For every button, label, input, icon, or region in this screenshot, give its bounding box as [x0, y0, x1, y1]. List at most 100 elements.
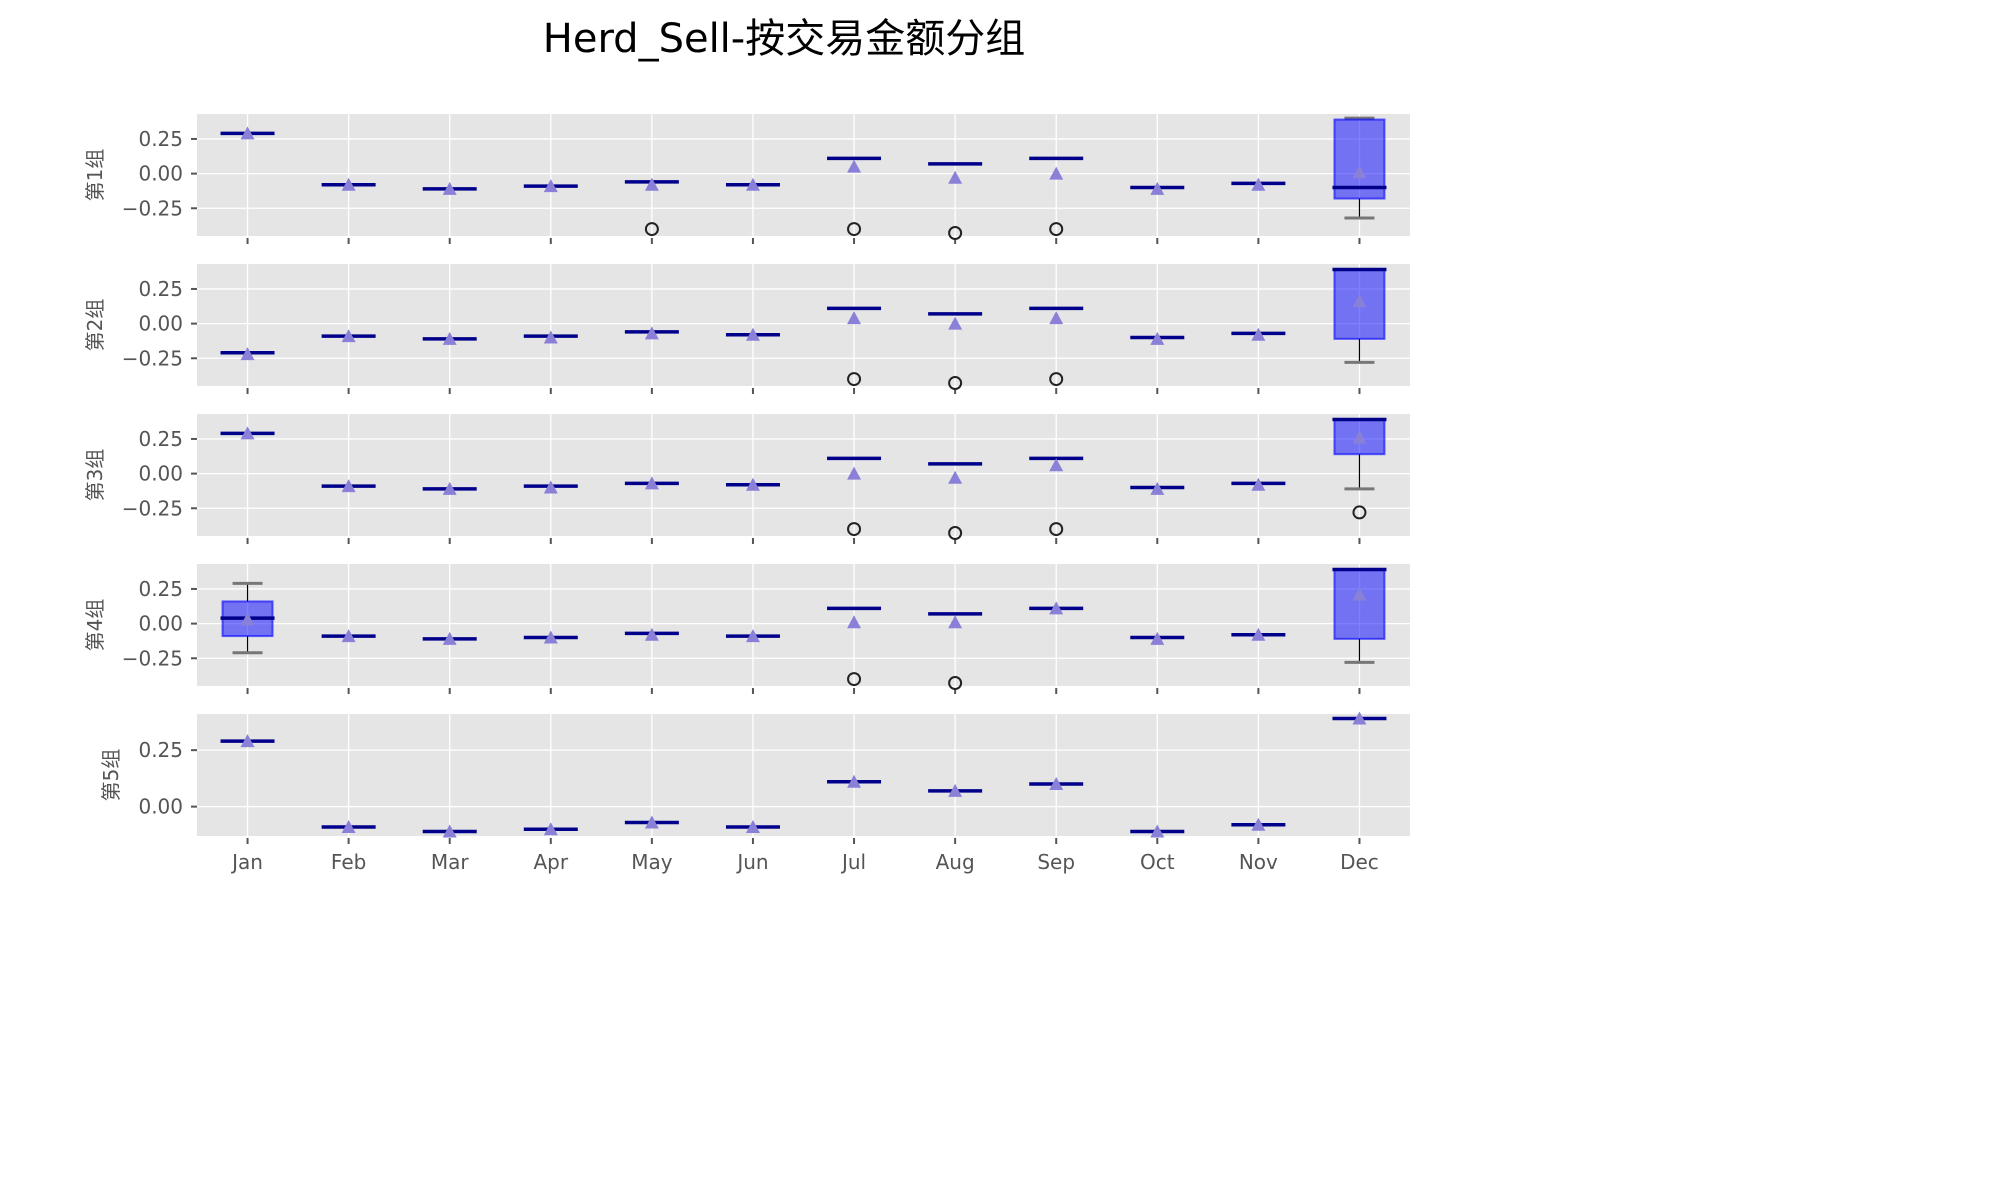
y-axis-label: 第3组 — [83, 449, 107, 502]
box-nov — [1231, 817, 1286, 831]
box-may — [624, 627, 679, 641]
box-jul — [827, 456, 882, 537]
mean-marker — [745, 177, 760, 191]
box-apr — [523, 330, 578, 344]
box-mar — [422, 331, 477, 345]
panel-background — [197, 114, 1410, 236]
mean-marker — [442, 331, 457, 345]
box-jan — [220, 734, 275, 748]
box-feb — [321, 329, 376, 343]
outlier-point — [1352, 505, 1367, 520]
chart-title: Herd_Sell-按交易金额分组 — [543, 16, 1025, 62]
mean-marker — [847, 466, 862, 480]
mean-marker — [644, 627, 659, 641]
x-tick-label: Jan — [230, 850, 263, 874]
mean-marker — [745, 819, 760, 833]
mean-marker — [1251, 817, 1266, 831]
mean-marker — [240, 347, 255, 361]
box-oct — [1130, 824, 1185, 838]
box-apr — [523, 480, 578, 494]
mean-marker — [341, 479, 356, 493]
x-tick-label: Nov — [1239, 850, 1278, 874]
mean-marker — [1251, 177, 1266, 191]
mean-marker — [745, 629, 760, 643]
mean-marker — [442, 181, 457, 195]
y-tick-label: −0.25 — [122, 646, 183, 670]
box-aug — [928, 462, 983, 540]
box-mar — [422, 824, 477, 838]
box-jun — [725, 477, 780, 491]
mean-marker — [948, 783, 963, 797]
mean-marker — [1049, 311, 1064, 325]
outlier-point — [948, 526, 963, 540]
mean-marker — [1150, 481, 1165, 495]
mean-marker — [543, 179, 558, 193]
box-sep — [1029, 156, 1084, 237]
mean-marker — [543, 630, 558, 644]
box-jan — [220, 126, 275, 140]
mean-marker — [847, 615, 862, 629]
y-tick-label: −0.25 — [122, 196, 183, 220]
box-feb — [321, 479, 376, 493]
outlier-point — [847, 522, 862, 537]
box-oct — [1130, 481, 1185, 495]
mean-marker — [1251, 477, 1266, 491]
chart-svg: Herd_Sell-按交易金额分组 0.250.00−0.25第1组0.250.… — [83, 16, 1410, 874]
x-tick-label: Jul — [840, 850, 866, 874]
mean-marker — [240, 426, 255, 440]
mean-marker — [1150, 331, 1165, 345]
mean-marker — [847, 159, 862, 173]
box-sep — [1029, 456, 1084, 537]
iqr-box — [1333, 118, 1386, 200]
y-tick-label: 0.00 — [138, 462, 183, 486]
y-tick-label: 0.00 — [138, 312, 183, 336]
x-tick-labels-group: Jan Feb Mar Apr May Jun Jul Aug Sep Oct Nov Dec — [230, 850, 1379, 874]
mean-marker — [1251, 327, 1266, 341]
box-feb — [321, 629, 376, 643]
mean-marker — [847, 774, 862, 788]
box-nov — [1231, 327, 1286, 341]
x-tick-label: May — [631, 850, 673, 874]
mean-marker — [543, 480, 558, 494]
box-aug — [928, 312, 983, 390]
y-tick-label: 0.00 — [138, 162, 183, 186]
panel-background — [197, 714, 1410, 836]
mean-marker — [1150, 181, 1165, 195]
box-may — [624, 177, 679, 237]
box-nov — [1231, 477, 1286, 491]
mean-marker — [1049, 458, 1064, 472]
y-axis-label: 第4组 — [83, 599, 107, 652]
y-axis-label: 第1组 — [83, 149, 107, 202]
box-jan — [220, 581, 275, 655]
y-tick-label: 0.00 — [138, 612, 183, 636]
box-nov — [1231, 627, 1286, 641]
box-jul — [827, 774, 882, 788]
mean-marker — [442, 481, 457, 495]
mean-marker — [1352, 294, 1367, 308]
mean-marker — [1049, 777, 1064, 791]
box-feb — [321, 819, 376, 833]
y-tick-label: 0.25 — [138, 127, 183, 151]
mean-marker — [1049, 601, 1064, 615]
box-oct — [1130, 631, 1185, 645]
outlier-point — [948, 376, 963, 390]
y-axis-label: 第5组 — [99, 749, 123, 802]
box-dec — [1332, 116, 1387, 220]
y-tick-label: 0.25 — [138, 277, 183, 301]
mean-marker — [442, 631, 457, 645]
box-mar — [422, 481, 477, 495]
mean-marker — [341, 177, 356, 191]
panel-3: 0.25 0.00 −0.25 第3组 — [83, 414, 1410, 544]
x-tick-label: Jun — [735, 850, 768, 874]
box-may — [624, 326, 679, 340]
box-jan — [220, 347, 275, 361]
x-tick-label: Mar — [431, 850, 470, 874]
box-mar — [422, 631, 477, 645]
panels-group: 0.25 0.00 −0.25 第1组 0.25 0.00 −0.25 第2组 0.25 0.00… — [83, 114, 1410, 844]
outlier-point — [1049, 372, 1064, 387]
mean-marker — [948, 316, 963, 330]
mean-marker — [543, 822, 558, 836]
box-sep — [1029, 601, 1084, 615]
box-may — [624, 476, 679, 490]
mean-marker — [1251, 627, 1266, 641]
